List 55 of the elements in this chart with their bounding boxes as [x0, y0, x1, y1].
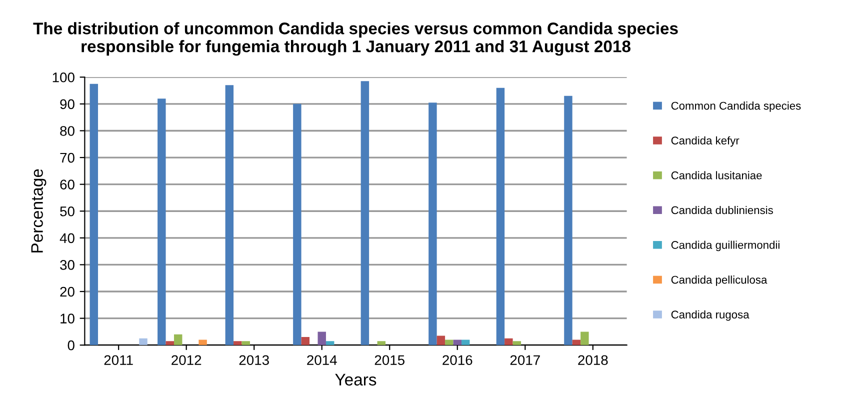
- bar: [504, 338, 513, 346]
- legend-label: Common Candida species: [671, 102, 801, 112]
- bar: [512, 341, 522, 346]
- bar: [301, 337, 310, 346]
- x-tick-label: 2014: [307, 355, 337, 366]
- x-tick-label: 2012: [172, 355, 202, 366]
- bar: [436, 336, 446, 346]
- y-tick-label: 20: [60, 286, 74, 297]
- y-tick-label: 80: [60, 126, 74, 136]
- y-tick-label: 100: [52, 72, 74, 82]
- y-tick-label: 90: [60, 99, 74, 110]
- y-tick-label: 0: [68, 340, 74, 350]
- y-tick-label: 10: [60, 314, 74, 324]
- y-tick-label: 30: [60, 260, 74, 270]
- bar: [242, 341, 250, 346]
- bar: [564, 96, 572, 346]
- legend-label: Candida pelliculosa: [671, 276, 768, 286]
- bar: [198, 340, 207, 346]
- x-tick-label: 2018: [578, 355, 608, 366]
- x-tick-label: 2013: [239, 355, 269, 366]
- x-tick-label: 2016: [442, 355, 472, 366]
- bar: [445, 340, 454, 346]
- legend-label: Candida dubliniensis: [671, 206, 773, 214]
- bar: [90, 84, 98, 346]
- x-tick-label: 2015: [374, 355, 404, 366]
- bar: [318, 332, 326, 346]
- bar: [225, 85, 234, 346]
- bar: [496, 88, 505, 346]
- legend-label: Candida lusitaniae: [671, 171, 762, 180]
- bar: [158, 98, 166, 346]
- bar: [377, 341, 386, 346]
- chart-title: The distribution of uncommon Candida species versus common Candida species responsible for fungemia through 1 January 2011 and 31 August 2018: [33, 22, 678, 56]
- bar: [139, 338, 148, 346]
- bar: [580, 332, 589, 346]
- y-tick-label: 40: [60, 233, 74, 244]
- bar: [166, 341, 174, 346]
- y-tick-label: 60: [60, 180, 74, 190]
- bar: [326, 341, 334, 346]
- y-tick-label: 70: [60, 152, 74, 163]
- bar: [174, 334, 182, 346]
- legend-label: Candida guilliermondii: [671, 240, 780, 252]
- x-tick-label: 2011: [104, 355, 133, 366]
- bar: [360, 81, 370, 346]
- bar: [453, 340, 462, 346]
- y-axis-title: Percentage: [31, 169, 46, 252]
- x-tick-label: 2017: [510, 355, 540, 366]
- bar: [428, 102, 437, 346]
- bar: [293, 104, 302, 346]
- bar: [572, 340, 581, 346]
- legend-label: Candida rugosa: [671, 310, 750, 321]
- bar: [461, 340, 470, 346]
- y-tick-label: 50: [60, 206, 74, 216]
- bar: [234, 341, 242, 346]
- legend-label: Candida kefyr: [671, 136, 740, 147]
- x-axis-title: Years: [335, 374, 376, 386]
